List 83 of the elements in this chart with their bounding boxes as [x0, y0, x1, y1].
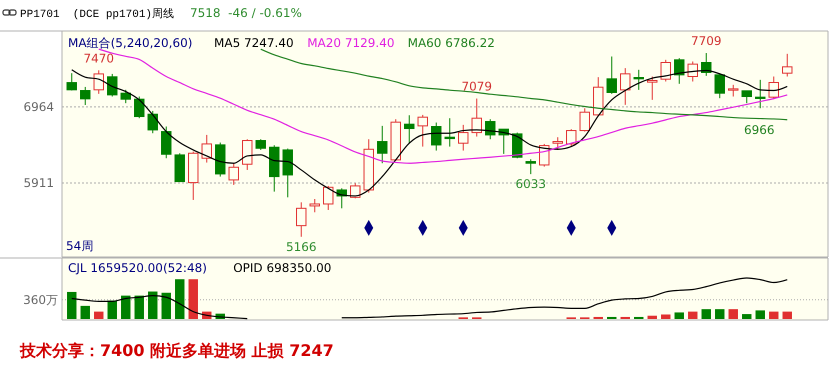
ref-line-label: 360万	[23, 292, 58, 307]
candlestick	[580, 108, 590, 132]
bar	[674, 312, 684, 319]
candlestick	[80, 86, 90, 106]
candlestick	[768, 76, 779, 100]
bar	[80, 306, 90, 319]
bar	[134, 296, 144, 319]
candlestick	[526, 158, 536, 175]
bar	[769, 312, 778, 319]
candlestick	[310, 198, 320, 213]
bar	[94, 312, 104, 319]
text: 技术分享：7400 附近多单进场 止损 7247	[19, 341, 334, 360]
candlestick	[688, 60, 698, 82]
candlestick	[742, 90, 752, 104]
candlestick	[228, 162, 239, 186]
candlestick	[444, 118, 455, 148]
candlestick	[728, 84, 738, 98]
candlestick	[418, 114, 428, 148]
candlestick	[148, 110, 158, 134]
candlestick	[606, 56, 617, 94]
line-series	[260, 48, 788, 120]
candlestick	[66, 72, 77, 92]
y-tick-label: 6964	[23, 100, 54, 114]
annotation: 6033	[515, 177, 546, 192]
bar	[728, 309, 738, 319]
candlestick	[620, 68, 630, 106]
bar	[702, 309, 711, 319]
y-tick-label: 5911	[23, 176, 54, 190]
text: MA60 6786.22	[408, 36, 495, 50]
bar	[162, 292, 171, 319]
candlestick	[161, 126, 172, 159]
candlestick	[566, 128, 576, 148]
bar	[756, 310, 765, 319]
candlestick	[472, 98, 482, 138]
bar	[742, 314, 752, 319]
bar	[121, 296, 130, 319]
bar	[782, 312, 792, 319]
text: OPID 698350.00	[233, 261, 332, 275]
bar	[648, 316, 657, 319]
candlestick	[323, 185, 334, 210]
candlestick	[256, 138, 266, 150]
chart-title: PP1701 (DCE pp1701)周线	[20, 7, 174, 21]
annotation: 6966	[744, 123, 775, 137]
candlestick	[431, 122, 442, 152]
annotation: 5166	[286, 240, 317, 254]
candlestick	[714, 72, 725, 99]
bar	[148, 292, 158, 319]
candlestick	[134, 96, 144, 119]
candlestick	[552, 136, 563, 150]
candlestick	[634, 69, 644, 90]
bar	[108, 300, 117, 319]
series-label: CJL 1659520.00(52:48)	[68, 261, 207, 275]
candlestick	[647, 76, 658, 100]
legend-title: MA组合(5,240,20,60)	[68, 36, 192, 50]
candlestick	[660, 59, 671, 82]
annotation: 7470	[83, 51, 114, 66]
candlestick	[701, 52, 712, 76]
candlestick	[242, 138, 252, 170]
bar	[188, 279, 198, 319]
bar	[688, 312, 698, 319]
annotation: 7709	[690, 34, 722, 48]
candlestick	[120, 89, 131, 104]
bar	[661, 314, 670, 319]
annotation: 7079	[461, 80, 492, 94]
candlestick	[404, 114, 414, 144]
candlestick	[296, 202, 306, 238]
candlestick	[674, 58, 684, 84]
candlestick	[107, 73, 118, 98]
bar	[715, 309, 724, 319]
candlestick	[755, 79, 766, 109]
bar	[67, 292, 76, 319]
candlestick	[202, 134, 212, 164]
candlestick	[485, 118, 496, 140]
chart-subtitle: 7518 -46 / -0.61%	[190, 6, 302, 20]
annotation: 54周	[66, 239, 94, 253]
candlestick	[350, 182, 360, 199]
candlestick	[458, 124, 468, 152]
bar	[175, 279, 184, 319]
candlestick	[94, 70, 104, 94]
candlestick	[782, 53, 792, 78]
candlestick	[377, 125, 388, 164]
text: MA5 7247.40	[214, 36, 294, 50]
text: MA20 7129.40	[307, 36, 394, 50]
